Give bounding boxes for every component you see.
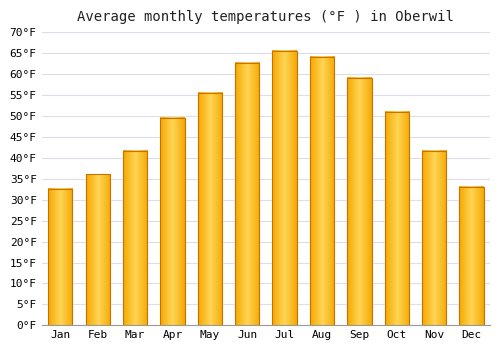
Title: Average monthly temperatures (°F ) in Oberwil: Average monthly temperatures (°F ) in Ob… [78,10,454,24]
